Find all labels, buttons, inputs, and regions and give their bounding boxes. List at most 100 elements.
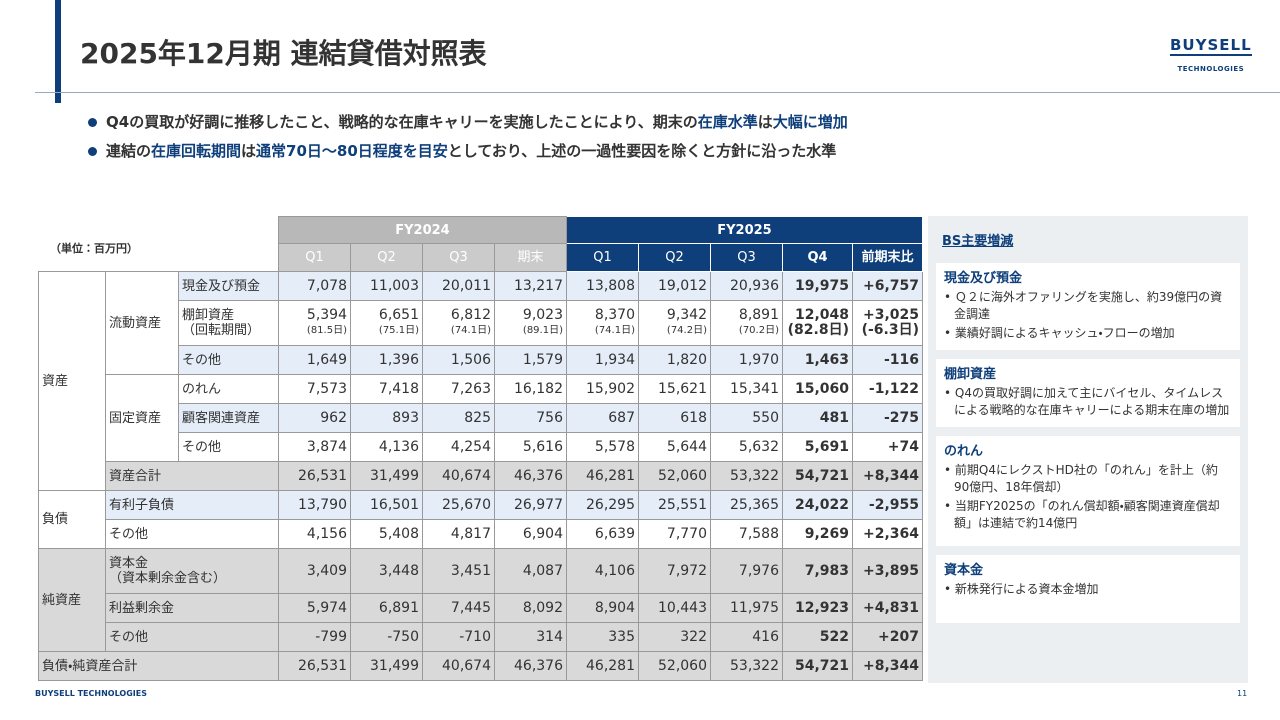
value: 1,934 <box>594 351 635 368</box>
bullet-text: 連結の <box>106 142 152 160</box>
value: +2,364 <box>862 525 919 542</box>
group-label: その他 <box>105 622 279 652</box>
cell: 15,341 <box>710 374 783 404</box>
cell: 7,972 <box>638 548 711 594</box>
cell: 46,376 <box>494 461 567 491</box>
cell: 7,976 <box>710 548 783 594</box>
value: 335 <box>608 628 635 645</box>
value: 15,060 <box>794 380 849 397</box>
bullet-text: 通常70日～80日程度を目安 <box>256 142 448 160</box>
value: 25,365 <box>730 496 779 513</box>
cell: 16,182 <box>494 374 567 404</box>
side-card: のれん • 前期Q4にレクストHD社の「のれん」を計上（約90億円、18年償却） •… <box>936 436 1240 546</box>
column-header: Q3 <box>710 243 783 272</box>
row-label: 資産合計 <box>109 468 162 484</box>
row-sublabel: （回転期間） <box>182 323 261 338</box>
value: 54,721 <box>794 657 849 674</box>
value: 24,022 <box>794 496 849 513</box>
cell: 52,060 <box>638 461 711 491</box>
side-bullet: • Q4の買取好調に加えて主にバイセル、タイムレスによる戦略的な在庫キャリーによ… <box>944 386 1230 417</box>
value: 26,977 <box>514 496 563 513</box>
row-label: 利益剰余金 <box>109 600 175 616</box>
value: 7,078 <box>306 277 347 294</box>
value: 687 <box>608 409 635 426</box>
cell: 7,418 <box>350 374 423 404</box>
header-row: FY2024 FY2025 <box>39 216 923 244</box>
value: 54,721 <box>794 467 849 484</box>
cell: 26,531 <box>278 461 351 491</box>
value: 962 <box>320 409 347 426</box>
balance-table: FY2024 FY2025 Q1 Q2 Q3 期末 Q1 Q2 Q3 Q4 前期末比 資産 流動資産 現金… <box>38 216 923 681</box>
cell: +2,364 <box>852 519 923 549</box>
logo-text: BUYSELL <box>1170 36 1252 56</box>
cell: 756 <box>494 403 567 433</box>
cell: 40,674 <box>422 461 495 491</box>
side-bullet-text: 当期FY2025の「のれん償却額・顧客関連資産償却額」は連結で約14億円 <box>954 499 1220 530</box>
cell: 13,790 <box>278 490 351 520</box>
side-card: 資本金 • 新株発行による資本金増加 <box>936 555 1240 623</box>
section-label: 資産 <box>38 271 106 491</box>
value: 11,975 <box>730 599 779 616</box>
cell: 5,578 <box>566 432 639 462</box>
cell: 5,408 <box>350 519 423 549</box>
cell: 1,579 <box>494 345 567 375</box>
data-row: 資産合計 26,531 31,499 40,674 46,376 46,281 52,060… <box>39 461 923 491</box>
section-label: 負債 <box>38 490 106 549</box>
cell: 6,812 (74.1日) <box>422 300 495 346</box>
unit: （単位：百万円） <box>50 242 138 255</box>
bullet-dot <box>88 118 97 127</box>
cell: 522 <box>782 622 853 652</box>
row-sublabel: （資本剰余金含む） <box>109 571 227 586</box>
cell: 1,463 <box>782 345 853 375</box>
cell: -116 <box>852 345 923 375</box>
row-label: その他 <box>109 629 149 645</box>
cell: 13,808 <box>566 271 639 301</box>
data-row: その他 4,156 5,408 4,817 6,904 6,639 7,770 7,588 9,… <box>39 519 923 549</box>
value: 5,616 <box>522 438 563 455</box>
value: 4,087 <box>522 562 563 579</box>
cell: -1,122 <box>852 374 923 404</box>
value: 8,092 <box>522 599 563 616</box>
value: 5,394 <box>306 307 347 323</box>
value: 618 <box>680 409 707 426</box>
value: 4,106 <box>594 562 635 579</box>
cell: 31,499 <box>350 651 423 681</box>
data-row: 棚卸資産 （回転期間） 5,394 (81.5日) 6,651 (75.1日) 6,812 (… <box>39 300 923 346</box>
side-title: BS主要増減 <box>942 234 1014 249</box>
value: 8,891 <box>738 307 779 323</box>
value: 26,531 <box>298 657 347 674</box>
column-header: 前期末比 <box>852 243 923 272</box>
row-label: その他 <box>182 352 222 368</box>
value: 46,376 <box>514 467 563 484</box>
value: 6,891 <box>378 599 419 616</box>
row-label: のれん <box>182 381 222 397</box>
value: 3,448 <box>378 562 419 579</box>
group-header: FY2024 <box>278 216 567 244</box>
cell: 31,499 <box>350 461 423 491</box>
cell: 1,649 <box>278 345 351 375</box>
bullet: Q4の買取が好調に推移したこと、戦略的な在庫キャリーを実施したことにより、期末の… <box>88 108 848 137</box>
cell: 7,078 <box>278 271 351 301</box>
value: 46,281 <box>586 467 635 484</box>
cell: 550 <box>710 403 783 433</box>
cell: 9,023 (89.1日) <box>494 300 567 346</box>
item-label: 顧客関連資産 <box>178 403 279 433</box>
cell: 1,506 <box>422 345 495 375</box>
row-label: その他 <box>109 526 149 542</box>
cell: 46,281 <box>566 461 639 491</box>
days: (81.5日) <box>306 325 347 336</box>
bullet-text: Q4の買取が好調に推移したこと、戦略的な在庫キャリーを実施したことにより、期末の <box>106 113 698 131</box>
cell: 3,448 <box>350 548 423 594</box>
item-label: その他 <box>178 345 279 375</box>
header-rule <box>35 92 1280 93</box>
value: 5,578 <box>594 438 635 455</box>
value: 12,048 <box>794 307 849 323</box>
cell: 46,281 <box>566 651 639 681</box>
cell: 53,322 <box>710 461 783 491</box>
group-label: その他 <box>105 519 279 549</box>
cell: 15,060 <box>782 374 853 404</box>
group-label: 有利子負債 <box>105 490 279 520</box>
value: 7,983 <box>804 562 849 579</box>
value: 7,263 <box>450 380 491 397</box>
cell: 962 <box>278 403 351 433</box>
